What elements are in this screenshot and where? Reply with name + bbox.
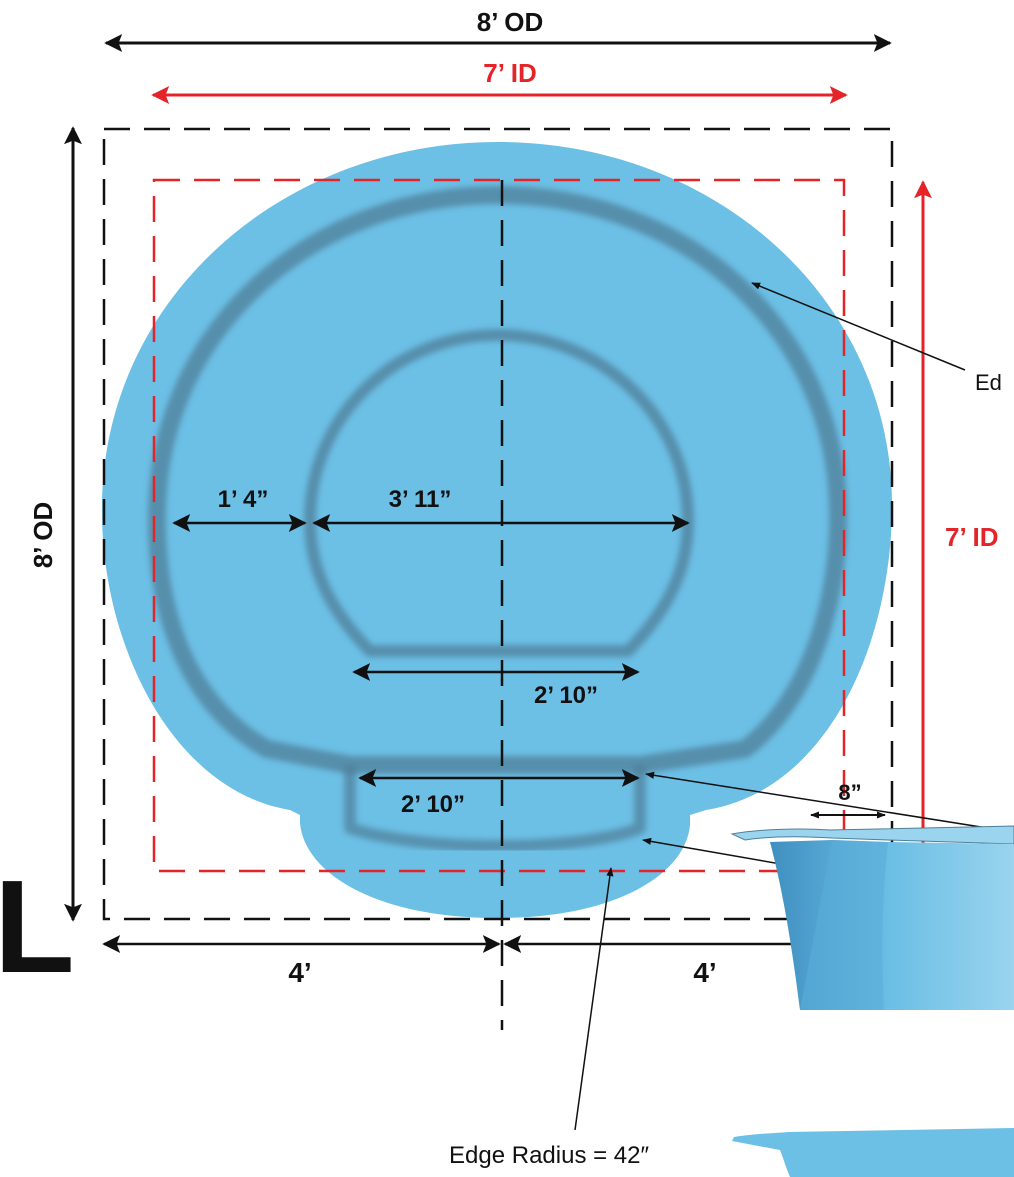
- id-right-label: 7’ ID: [945, 522, 998, 552]
- profile-shell: [732, 1128, 1014, 1177]
- pool-outer-outline: [101, 142, 893, 918]
- step-groove: [344, 765, 646, 852]
- id-top-label: 7’ ID: [483, 58, 536, 88]
- profile-inset: 8”: [730, 780, 1014, 1177]
- od-top-label: 8’ OD: [477, 7, 543, 37]
- step-width-label: 2’ 10”: [401, 791, 465, 818]
- half-left-label: 4’: [288, 957, 311, 988]
- edge-callout-text: Ed: [975, 370, 1002, 395]
- profile-dim-label: 8”: [838, 780, 861, 805]
- bench-ring-groove: [147, 186, 848, 774]
- od-dashed-outline: [102, 127, 894, 921]
- profile-lip: [730, 825, 1014, 845]
- footwell-width-label: 3’ 11”: [389, 486, 452, 513]
- pool-shell: [101, 142, 893, 918]
- edge-radius-leader: [574, 867, 614, 1131]
- edge-callout-leader: [751, 282, 966, 371]
- step-top-leader: [645, 771, 1001, 831]
- edge-radius-label: Edge Radius = 42″: [449, 1142, 649, 1169]
- id-dashed-outline: [152, 178, 846, 873]
- profile-bench: [800, 840, 888, 1010]
- footwell-groove: [304, 329, 694, 657]
- bench-width-label: 1’ 4”: [218, 486, 269, 513]
- half-right-label: 4’: [693, 957, 716, 988]
- footwell-flat-label: 2’ 10”: [534, 682, 598, 709]
- side-left-letter: L: [0, 853, 75, 1000]
- od-left-label: 8’ OD: [28, 502, 58, 568]
